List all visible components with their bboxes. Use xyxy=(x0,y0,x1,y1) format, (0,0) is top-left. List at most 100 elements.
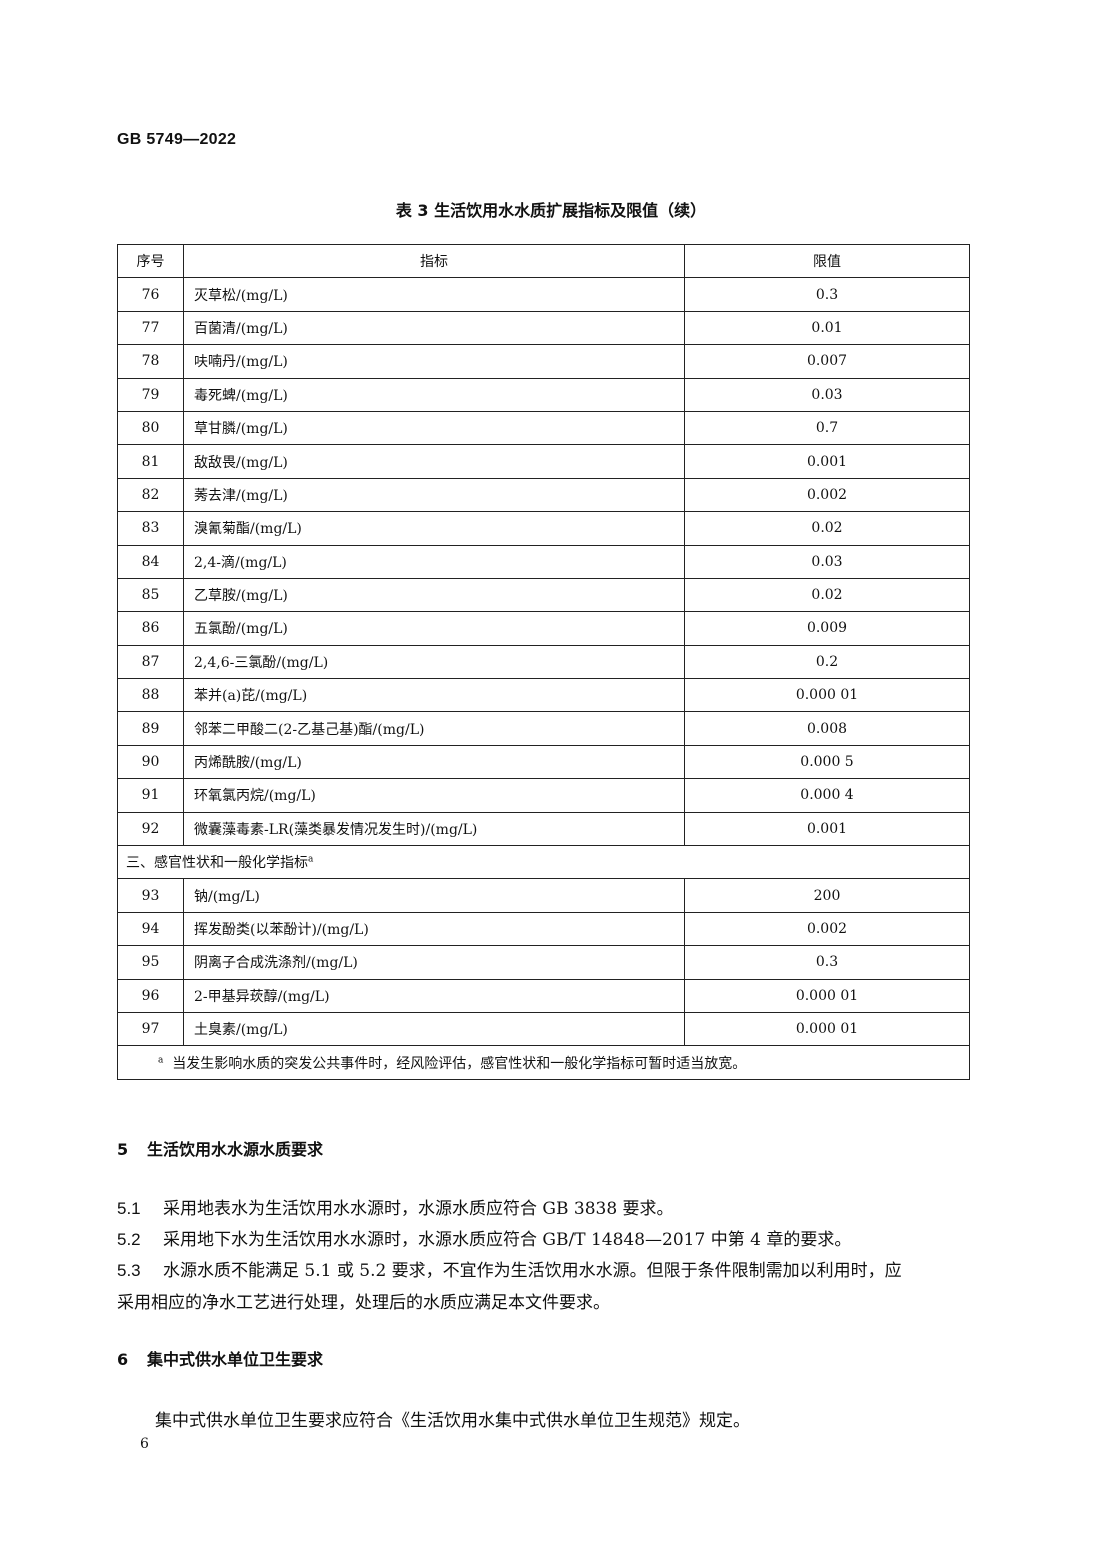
row-indicator: 苯并(a)芘/(mg/L) xyxy=(183,678,685,713)
row-number: 91 xyxy=(117,778,184,813)
row-number: 85 xyxy=(117,577,184,613)
row-indicator: 微囊藻毒素-LR(藻类暴发情况发生时)/(mg/L) xyxy=(183,811,685,847)
row-indicator: 莠去津/(mg/L) xyxy=(183,477,685,513)
column-header-limit: 限值 xyxy=(684,243,970,279)
row-indicator: 土臭素/(mg/L) xyxy=(183,1011,685,1047)
row-number: 76 xyxy=(117,277,184,312)
row-indicator: 钠/(mg/L) xyxy=(183,878,685,913)
table-row: 83 溴氰菊酯/(mg/L) 0.02 xyxy=(117,511,970,546)
row-number: 82 xyxy=(117,477,184,513)
row-limit: 0.001 xyxy=(684,811,970,847)
table-title: 表 3 生活饮用水水质扩展指标及限值（续） xyxy=(395,201,707,220)
row-limit: 0.2 xyxy=(684,644,970,680)
row-indicator: 环氧氯丙烷/(mg/L) xyxy=(183,778,685,813)
section-label-text: 三、感官性状和一般化学指标 xyxy=(126,855,308,872)
row-indicator: 丙烯酰胺/(mg/L) xyxy=(183,744,685,780)
table-header-row: 序号 指标 限值 xyxy=(117,243,970,279)
row-indicator: 毒死蜱/(mg/L) xyxy=(183,377,685,412)
page-number: 6 xyxy=(140,1436,149,1452)
footnote-text: 当发生影响水质的突发公共事件时，经风险评估，感官性状和一般化学指标可暂时适当放宽… xyxy=(172,1055,747,1072)
column-header-indicator: 指标 xyxy=(183,243,685,279)
row-limit: 0.002 xyxy=(684,477,970,513)
table-row: 80 草甘膦/(mg/L) 0.7 xyxy=(117,410,970,446)
row-indicator: 2-甲基异莰醇/(mg/L) xyxy=(183,978,685,1013)
row-indicator: 百菌清/(mg/L) xyxy=(183,310,685,346)
row-number: 80 xyxy=(117,410,184,446)
row-number: 77 xyxy=(117,310,184,346)
row-limit: 0.3 xyxy=(684,277,970,312)
row-number: 90 xyxy=(117,744,184,780)
row-number: 81 xyxy=(117,444,184,479)
table-row: 82 莠去津/(mg/L) 0.002 xyxy=(117,477,970,513)
clause-5-2: 5.2 采用地下水为生活饮用水水源时，水源水质应符合 GB/T 14848—201… xyxy=(117,1230,852,1250)
row-number: 97 xyxy=(117,1011,184,1047)
clause-5-3: 5.3 水源水质不能满足 5.1 或 5.2 要求，不宜作为生活饮用水水源。但限于… xyxy=(117,1261,902,1281)
table-row: 88 苯并(a)芘/(mg/L) 0.000 01 xyxy=(117,678,970,713)
row-indicator: 乙草胺/(mg/L) xyxy=(183,577,685,613)
table-row: 78 呋喃丹/(mg/L) 0.007 xyxy=(117,344,970,379)
row-number: 88 xyxy=(117,678,184,713)
table-row: 87 2,4,6-三氯酚/(mg/L) 0.2 xyxy=(117,644,970,680)
row-limit: 200 xyxy=(684,878,970,913)
row-limit: 0.007 xyxy=(684,344,970,379)
row-indicator: 2,4-滴/(mg/L) xyxy=(183,544,685,579)
row-limit: 0.03 xyxy=(684,377,970,412)
row-limit: 0.000 5 xyxy=(684,744,970,780)
row-limit: 0.009 xyxy=(684,611,970,646)
row-indicator: 溴氰菊酯/(mg/L) xyxy=(183,511,685,546)
table-row: 90 丙烯酰胺/(mg/L) 0.000 5 xyxy=(117,744,970,780)
table-row: 91 环氧氯丙烷/(mg/L) 0.000 4 xyxy=(117,778,970,813)
section-row: 三、感官性状和一般化学指标a xyxy=(117,845,970,880)
row-limit: 0.03 xyxy=(684,544,970,579)
row-number: 78 xyxy=(117,344,184,379)
row-limit: 0.000 01 xyxy=(684,1011,970,1047)
section-5-heading: 5 生活饮用水水源水质要求 xyxy=(117,1140,324,1159)
table-row: 94 挥发酚类(以苯酚计)/(mg/L) 0.002 xyxy=(117,911,970,947)
row-limit: 0.7 xyxy=(684,410,970,446)
table-footnote: a 当发生影响水质的突发公共事件时，经风险评估，感官性状和一般化学指标可暂时适当… xyxy=(117,1045,970,1080)
row-number: 79 xyxy=(117,377,184,412)
table-row: 86 五氯酚/(mg/L) 0.009 xyxy=(117,611,970,646)
row-limit: 0.02 xyxy=(684,577,970,613)
column-header-number: 序号 xyxy=(117,243,184,279)
row-indicator: 草甘膦/(mg/L) xyxy=(183,410,685,446)
row-number: 87 xyxy=(117,644,184,680)
row-limit: 0.002 xyxy=(684,911,970,947)
table-row: 92 微囊藻毒素-LR(藻类暴发情况发生时)/(mg/L) 0.001 xyxy=(117,811,970,847)
row-number: 96 xyxy=(117,978,184,1013)
row-number: 83 xyxy=(117,511,184,546)
row-number: 95 xyxy=(117,945,184,980)
table-row: 85 乙草胺/(mg/L) 0.02 xyxy=(117,577,970,613)
row-number: 84 xyxy=(117,544,184,579)
row-indicator: 2,4,6-三氯酚/(mg/L) xyxy=(183,644,685,680)
row-number: 93 xyxy=(117,878,184,913)
footnote-mark: a xyxy=(308,854,314,865)
table-row: 93 钠/(mg/L) 200 xyxy=(117,878,970,913)
table-row: 81 敌敌畏/(mg/L) 0.001 xyxy=(117,444,970,479)
table-row: 84 2,4-滴/(mg/L) 0.03 xyxy=(117,544,970,579)
row-number: 86 xyxy=(117,611,184,646)
table-row: 95 阴离子合成洗涤剂/(mg/L) 0.3 xyxy=(117,945,970,980)
table-row: 79 毒死蜱/(mg/L) 0.03 xyxy=(117,377,970,412)
row-indicator: 挥发酚类(以苯酚计)/(mg/L) xyxy=(183,911,685,947)
footnote-row: a 当发生影响水质的突发公共事件时，经风险评估，感官性状和一般化学指标可暂时适当… xyxy=(117,1045,970,1080)
row-limit: 0.000 01 xyxy=(684,678,970,713)
row-number: 92 xyxy=(117,811,184,847)
table-row: 96 2-甲基异莰醇/(mg/L) 0.000 01 xyxy=(117,978,970,1013)
row-indicator: 邻苯二甲酸二(2-乙基己基)酯/(mg/L) xyxy=(183,711,685,746)
section-6-text: 集中式供水单位卫生要求应符合《生活饮用水集中式供水单位卫生规范》规定。 xyxy=(155,1411,750,1431)
table-row: 97 土臭素/(mg/L) 0.000 01 xyxy=(117,1011,970,1047)
row-indicator: 阴离子合成洗涤剂/(mg/L) xyxy=(183,945,685,980)
row-indicator: 敌敌畏/(mg/L) xyxy=(183,444,685,479)
section-6-heading: 6 集中式供水单位卫生要求 xyxy=(117,1350,324,1369)
section-label: 三、感官性状和一般化学指标a xyxy=(117,845,970,880)
table-row: 77 百菌清/(mg/L) 0.01 xyxy=(117,310,970,346)
table-row: 89 邻苯二甲酸二(2-乙基己基)酯/(mg/L) 0.008 xyxy=(117,711,970,746)
row-limit: 0.001 xyxy=(684,444,970,479)
row-limit: 0.02 xyxy=(684,511,970,546)
limits-table: 序号 指标 限值 76 灭草松/(mg/L) 0.3 77 百菌清/(mg/L) 0.01… xyxy=(117,243,970,1080)
row-limit: 0.008 xyxy=(684,711,970,746)
row-number: 94 xyxy=(117,911,184,947)
row-limit: 0.000 4 xyxy=(684,778,970,813)
footnote-mark: a xyxy=(158,1054,164,1065)
